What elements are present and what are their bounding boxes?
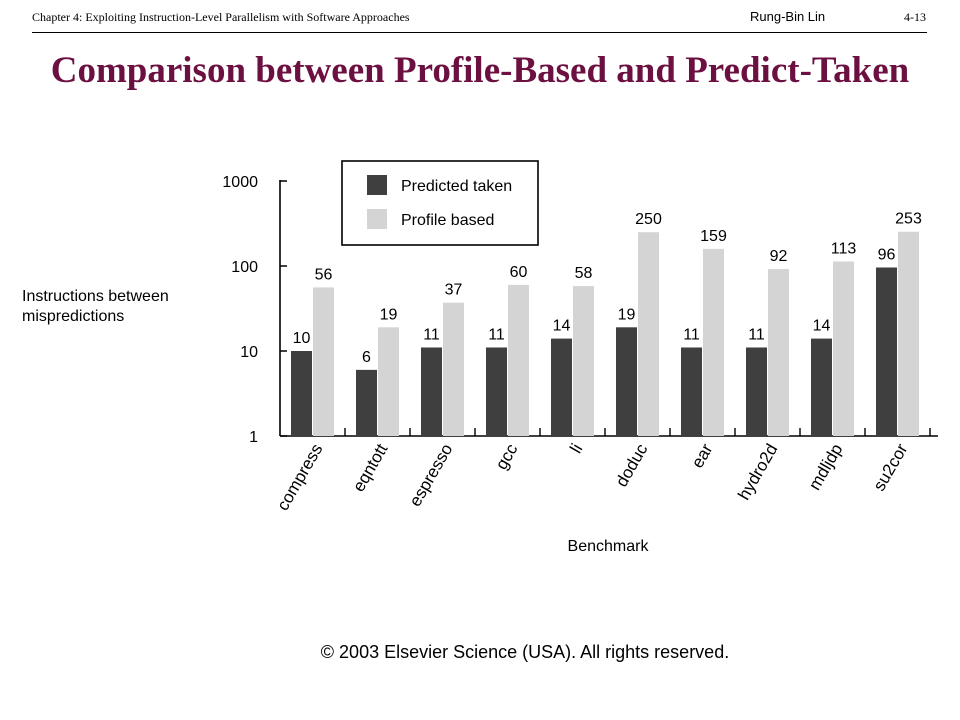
x-tick-label: mdljdp (805, 441, 847, 494)
bar-profile-based (768, 269, 789, 436)
data-label: 6 (362, 349, 371, 366)
data-label: 56 (315, 266, 333, 283)
page-number: 4-13 (904, 10, 926, 24)
data-label: 159 (700, 228, 727, 245)
bar-predicted-taken (681, 347, 702, 436)
bar-profile-based (638, 232, 659, 436)
x-axis-label: Benchmark (568, 538, 650, 555)
x-tick-label: ear (688, 440, 717, 471)
bar-profile-based (573, 286, 594, 436)
data-label: 10 (293, 330, 311, 347)
bar-predicted-taken (421, 347, 442, 436)
legend-label: Profile based (401, 212, 494, 229)
legend-box (341, 160, 539, 246)
legend-swatch (367, 175, 387, 195)
bar-predicted-taken (291, 351, 312, 436)
data-label: 11 (748, 326, 765, 343)
data-label: 11 (423, 326, 440, 343)
slide-title: Comparison between Profile-Based and Pre… (50, 50, 910, 91)
x-tick-label: gcc (492, 440, 522, 473)
x-tick-label: eqntott (349, 440, 392, 495)
data-label: 58 (575, 265, 593, 282)
y-tick-label: 100 (231, 259, 258, 276)
bar-profile-based (833, 261, 854, 436)
x-tick-label: su2cor (869, 440, 911, 494)
legend-swatch (367, 209, 387, 229)
bar-profile-based (898, 231, 919, 436)
data-label: 19 (380, 306, 398, 323)
data-label: 92 (770, 248, 788, 265)
bar-predicted-taken (876, 267, 897, 436)
y-axis-label: Instructions between (22, 288, 169, 305)
bar-predicted-taken (486, 347, 507, 436)
chapter-title: Chapter 4: Exploiting Instruction-Level … (32, 10, 410, 24)
legend-label: Predicted taken (401, 178, 512, 195)
copyright-notice: © 2003 Elsevier Science (USA). All right… (320, 642, 730, 662)
data-label: 37 (445, 282, 463, 299)
y-tick-label: 1000 (222, 174, 258, 191)
bar-profile-based (378, 327, 399, 436)
author-name: Rung-Bin Lin (750, 9, 826, 24)
slide-header: Chapter 4: Exploiting Instruction-Level … (32, 6, 926, 28)
x-tick-label: li (566, 441, 586, 457)
data-label: 113 (831, 240, 857, 257)
bar-profile-based (703, 248, 724, 436)
data-label: 60 (510, 264, 528, 281)
data-label: 250 (635, 211, 662, 228)
x-tick-label: hydro2d (734, 441, 781, 504)
x-tick-label: espresso (406, 441, 457, 510)
data-label: 14 (553, 318, 571, 335)
bar-profile-based (508, 284, 529, 436)
y-tick-label: 1 (249, 429, 258, 446)
y-axis-label: mispredictions (22, 308, 124, 325)
data-label: 11 (683, 326, 700, 343)
data-label: 11 (488, 326, 505, 343)
bar-profile-based (313, 287, 334, 436)
data-label: 14 (813, 318, 831, 335)
bar-predicted-taken (356, 369, 377, 436)
x-tick-label: doduc (612, 440, 652, 490)
bar-predicted-taken (746, 347, 767, 436)
bar-profile-based (443, 302, 464, 436)
bar-predicted-taken (616, 327, 637, 436)
data-label: 253 (895, 211, 922, 228)
bar-predicted-taken (811, 338, 832, 436)
data-label: 96 (878, 247, 896, 264)
x-tick-label: compress (273, 441, 326, 514)
data-label: 19 (618, 306, 636, 323)
y-tick-label: 10 (240, 344, 258, 361)
bar-predicted-taken (551, 338, 572, 436)
header-divider (32, 32, 927, 33)
